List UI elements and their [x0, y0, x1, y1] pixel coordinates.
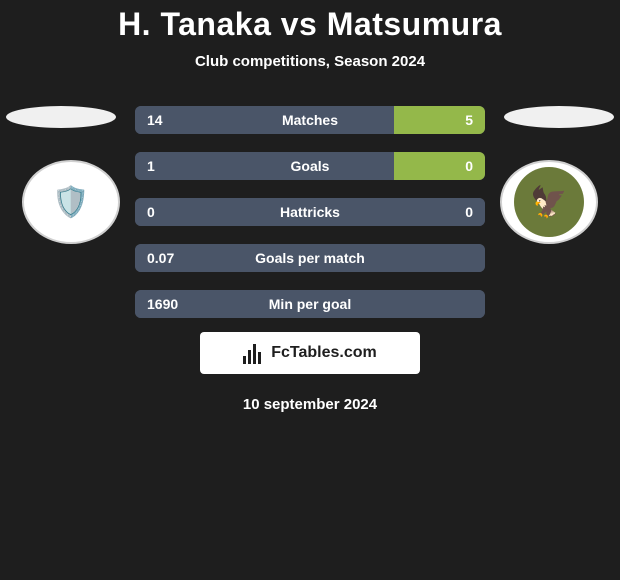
stat-label: Goals per match	[135, 244, 485, 272]
stat-row: 1690Min per goal	[135, 290, 485, 318]
stat-rows: 145Matches 10Goals 00Hattricks 0.07Goals pe…	[135, 106, 485, 318]
crest-left-icon: 🛡️	[36, 167, 106, 237]
comparison-panel: 🛡️ 🦅 145Matches 10Goals 00Hattricks 0.07Goa…	[0, 106, 620, 318]
page-title: H. Tanaka vs Matsumura	[0, 0, 620, 43]
stat-row: 0.07Goals per match	[135, 244, 485, 272]
stat-row: 145Matches	[135, 106, 485, 134]
team-crest-right: 🦅	[500, 160, 598, 244]
crest-right-icon: 🦅	[514, 167, 584, 237]
subtitle: Club competitions, Season 2024	[0, 53, 620, 70]
stat-label: Hattricks	[135, 198, 485, 226]
stat-label: Goals	[135, 152, 485, 180]
fctables-logo: FcTables.com	[200, 332, 420, 374]
stat-row: 10Goals	[135, 152, 485, 180]
stat-row: 00Hattricks	[135, 198, 485, 226]
fctables-text: FcTables.com	[271, 344, 377, 362]
stat-label: Min per goal	[135, 290, 485, 318]
date-label: 10 september 2024	[0, 396, 620, 413]
stat-label: Matches	[135, 106, 485, 134]
team-crest-left: 🛡️	[22, 160, 120, 244]
player-slot-right	[504, 106, 614, 128]
player-slot-left	[6, 106, 116, 128]
fctables-icon	[243, 342, 265, 364]
